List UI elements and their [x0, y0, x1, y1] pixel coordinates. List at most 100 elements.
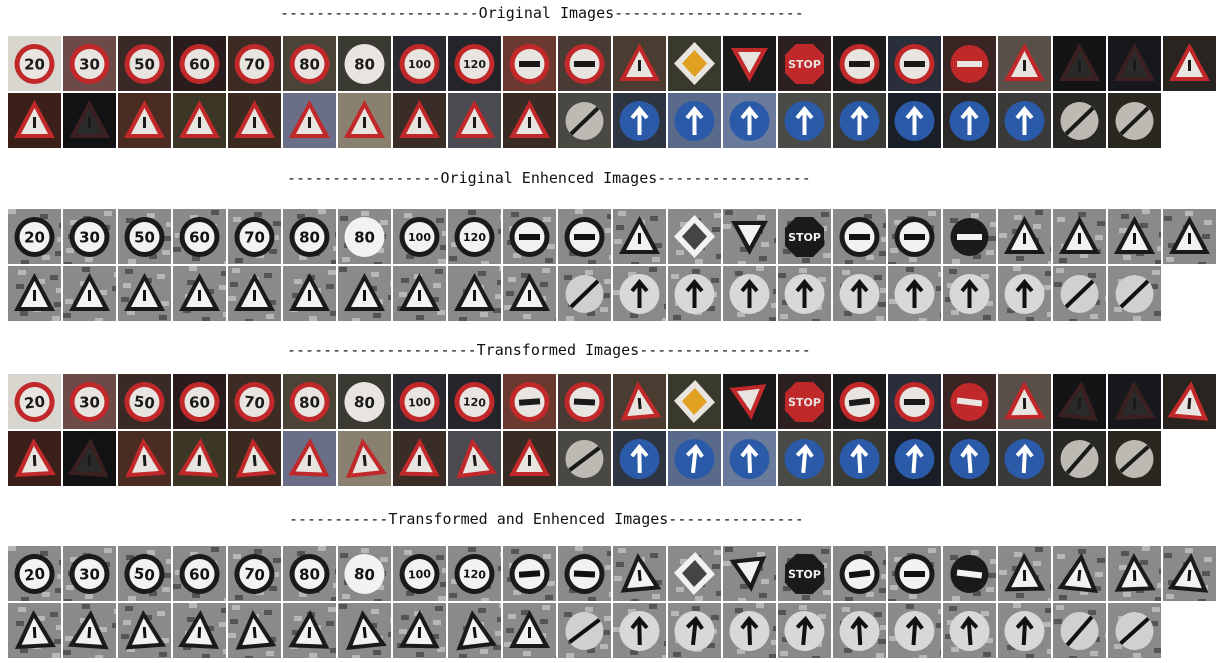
traffic-sign-thumbnail	[1053, 431, 1106, 486]
svg-text:STOP: STOP	[788, 568, 821, 582]
traffic-sign-thumbnail: STOP	[778, 36, 831, 91]
traffic-sign-thumbnail	[888, 266, 941, 321]
traffic-sign-thumbnail	[833, 36, 886, 91]
traffic-sign-thumbnail	[228, 431, 281, 486]
svg-text:120: 120	[463, 58, 486, 71]
traffic-sign-thumbnail	[833, 374, 886, 429]
svg-text:STOP: STOP	[788, 396, 821, 410]
traffic-sign-thumbnail: 70	[228, 209, 281, 264]
traffic-sign-thumbnail: 80	[338, 374, 391, 429]
traffic-sign-thumbnail	[1108, 209, 1161, 264]
traffic-sign-thumbnail	[63, 93, 116, 148]
traffic-sign-thumbnail	[613, 431, 666, 486]
image-grid-enhanced: 20 30 50 60 70 80 80 100 120 STOP	[8, 209, 1218, 323]
image-grid-transformed: 20 30 50 60 70 80 80 100 120 STOP	[8, 374, 1218, 488]
traffic-sign-thumbnail	[888, 93, 941, 148]
traffic-sign-thumbnail	[888, 546, 941, 601]
traffic-sign-thumbnail	[338, 431, 391, 486]
traffic-sign-thumbnail	[1108, 36, 1161, 91]
traffic-sign-thumbnail	[723, 36, 776, 91]
svg-text:30: 30	[79, 229, 100, 247]
traffic-sign-thumbnail	[503, 36, 556, 91]
traffic-sign-thumbnail	[558, 603, 611, 658]
traffic-sign-thumbnail: 80	[283, 36, 336, 91]
traffic-sign-thumbnail	[723, 209, 776, 264]
traffic-sign-thumbnail: 70	[228, 36, 281, 91]
svg-text:30: 30	[79, 56, 100, 74]
traffic-sign-thumbnail	[998, 374, 1051, 429]
traffic-sign-thumbnail	[998, 93, 1051, 148]
traffic-sign-thumbnail: 120	[448, 546, 501, 601]
traffic-sign-thumbnail	[613, 266, 666, 321]
traffic-sign-thumbnail: 60	[173, 209, 226, 264]
traffic-sign-thumbnail: 60	[173, 546, 226, 601]
thumbnail-row	[8, 603, 1218, 658]
traffic-sign-thumbnail: 50	[118, 36, 171, 91]
traffic-sign-thumbnail	[393, 431, 446, 486]
svg-text:80: 80	[354, 56, 375, 74]
traffic-sign-thumbnail: 30	[63, 546, 116, 601]
traffic-sign-thumbnail	[63, 603, 116, 658]
svg-text:60: 60	[189, 56, 210, 74]
traffic-sign-thumbnail	[833, 266, 886, 321]
traffic-sign-thumbnail	[723, 93, 776, 148]
traffic-sign-thumbnail	[613, 93, 666, 148]
traffic-sign-thumbnail: 20	[8, 546, 61, 601]
traffic-sign-thumbnail	[943, 209, 996, 264]
traffic-sign-thumbnail: 20	[8, 374, 61, 429]
traffic-sign-thumbnail: 80	[283, 374, 336, 429]
traffic-sign-thumbnail	[888, 209, 941, 264]
svg-text:80: 80	[353, 565, 375, 585]
traffic-sign-thumbnail	[723, 374, 776, 429]
traffic-sign-thumbnail: 80	[283, 546, 336, 601]
traffic-sign-thumbnail	[228, 266, 281, 321]
traffic-sign-thumbnail	[8, 93, 61, 148]
svg-text:80: 80	[353, 393, 375, 413]
traffic-sign-thumbnail	[393, 603, 446, 658]
traffic-sign-thumbnail	[888, 603, 941, 658]
traffic-sign-thumbnail	[1163, 374, 1216, 429]
svg-text:50: 50	[133, 392, 156, 412]
image-grid-transformed-enhanced: 20 30 50 60 70 80 80 100 120 STOP	[8, 546, 1218, 660]
traffic-sign-thumbnail	[173, 431, 226, 486]
traffic-sign-thumbnail: 120	[448, 36, 501, 91]
traffic-sign-thumbnail: STOP	[778, 209, 831, 264]
traffic-sign-thumbnail	[943, 546, 996, 601]
traffic-sign-thumbnail	[1108, 546, 1161, 601]
svg-text:100: 100	[408, 567, 432, 581]
traffic-sign-thumbnail: 20	[8, 209, 61, 264]
traffic-sign-thumbnail	[668, 374, 721, 429]
traffic-sign-thumbnail: 80	[283, 209, 336, 264]
traffic-sign-thumbnail	[558, 36, 611, 91]
svg-text:20: 20	[23, 564, 46, 584]
traffic-sign-thumbnail	[228, 93, 281, 148]
svg-text:70: 70	[244, 56, 265, 74]
traffic-sign-thumbnail	[998, 209, 1051, 264]
traffic-sign-thumbnail	[723, 266, 776, 321]
traffic-sign-thumbnail	[668, 603, 721, 658]
traffic-sign-thumbnail	[283, 431, 336, 486]
traffic-sign-thumbnail	[833, 93, 886, 148]
traffic-sign-thumbnail	[1053, 374, 1106, 429]
traffic-sign-thumbnail	[118, 603, 171, 658]
traffic-sign-thumbnail: 70	[228, 374, 281, 429]
svg-text:50: 50	[134, 229, 155, 247]
traffic-sign-thumbnail	[1053, 93, 1106, 148]
traffic-sign-thumbnail	[448, 431, 501, 486]
traffic-sign-thumbnail	[778, 266, 831, 321]
traffic-sign-thumbnail: 60	[173, 36, 226, 91]
traffic-sign-thumbnail	[943, 374, 996, 429]
traffic-sign-thumbnail	[998, 431, 1051, 486]
traffic-sign-thumbnail	[558, 546, 611, 601]
traffic-sign-thumbnail	[888, 36, 941, 91]
traffic-sign-thumbnail	[8, 603, 61, 658]
traffic-sign-thumbnail	[833, 209, 886, 264]
thumbnail-row	[8, 431, 1218, 486]
traffic-sign-thumbnail	[943, 93, 996, 148]
traffic-sign-thumbnail: 50	[118, 546, 171, 601]
svg-text:80: 80	[299, 393, 320, 412]
traffic-sign-thumbnail	[1053, 603, 1106, 658]
traffic-sign-thumbnail	[1053, 266, 1106, 321]
traffic-sign-thumbnail	[503, 374, 556, 429]
svg-text:60: 60	[189, 565, 210, 583]
